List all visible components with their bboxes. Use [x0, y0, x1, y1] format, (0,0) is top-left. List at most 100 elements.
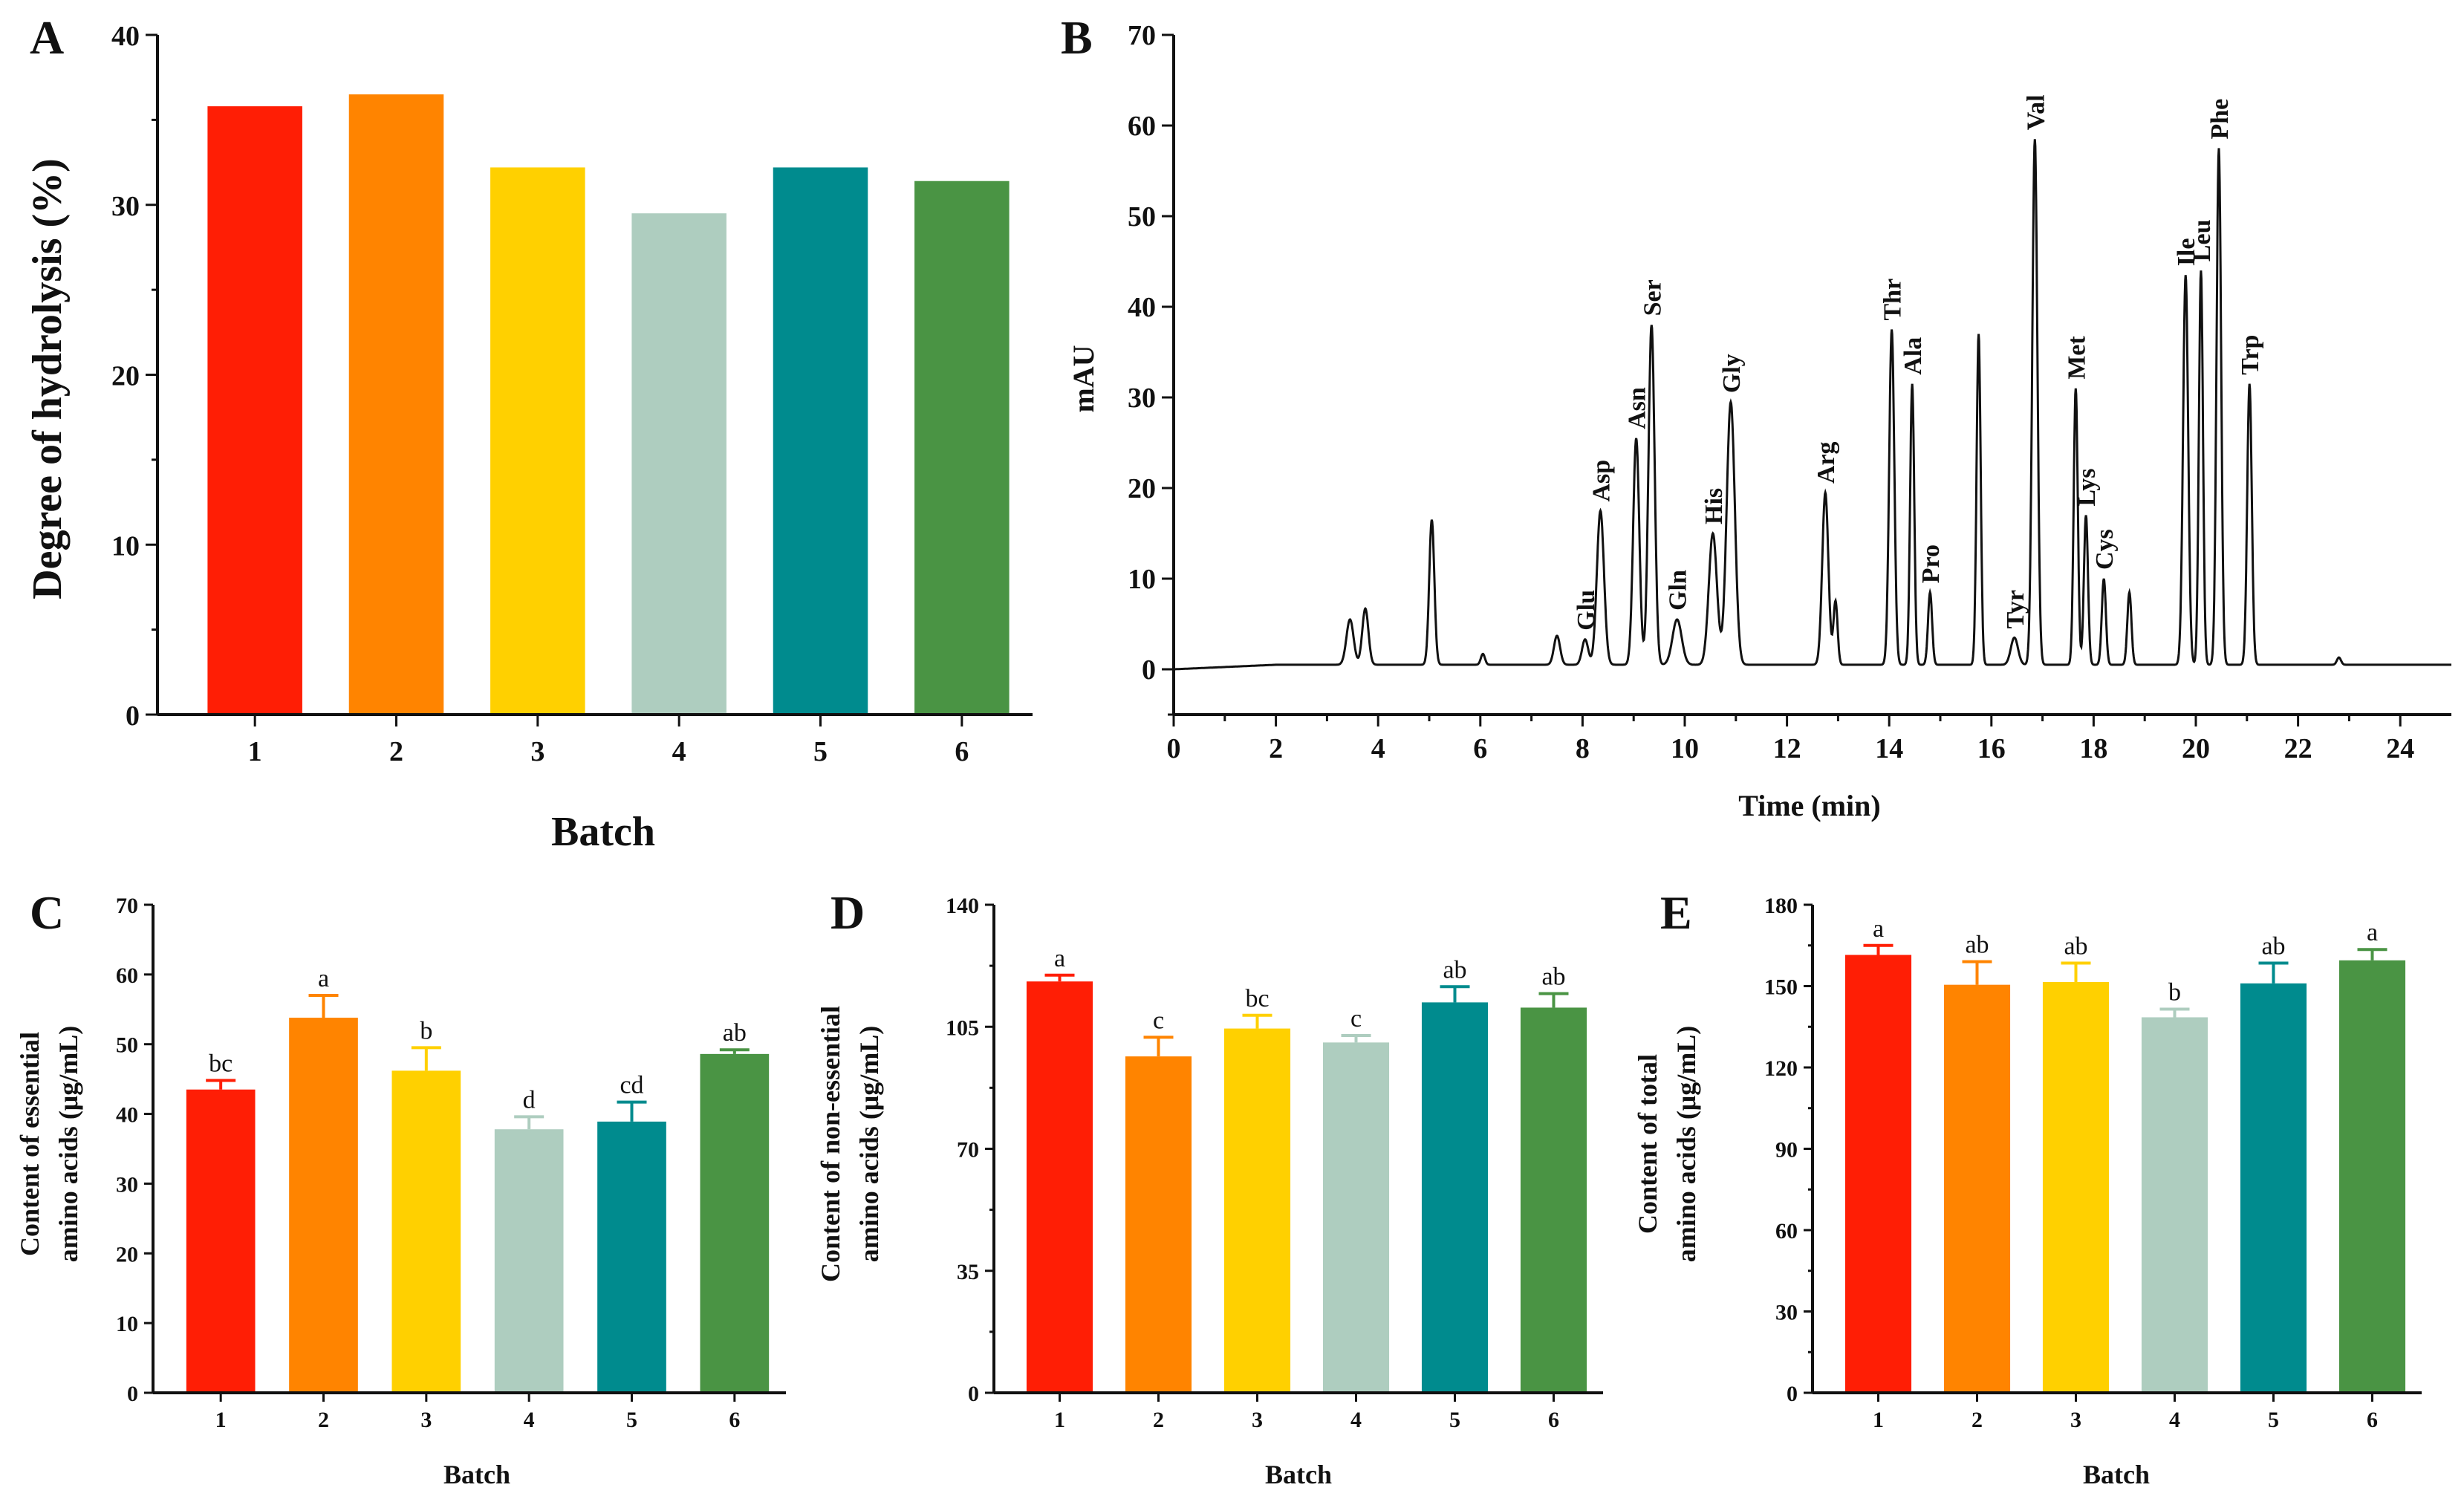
panel-a-bar-1	[207, 106, 302, 715]
panel-b-peak-label-asp: Asp	[1587, 460, 1615, 502]
panel-c-bar-6	[700, 1053, 770, 1393]
panel-d-chart: a 1 c 2 bc 3 c 4 ab 5 ab 6 0 35 70 105 140	[946, 894, 1603, 1432]
panel-b-peak-label-cys: Cys	[2091, 529, 2119, 570]
panel-b-peak-label-asn: Asn	[1624, 387, 1651, 429]
panel-d-y-tick-label-3: 105	[946, 1015, 979, 1040]
panel-e-significance-label-6: a	[2367, 919, 2378, 946]
panel-e-x-tick-label-6: 6	[2367, 1408, 2378, 1432]
panel-b-xlabel: Time (min)	[1738, 789, 1880, 822]
panel-c-x-tick-label-6: 6	[729, 1408, 740, 1432]
panel-b-y-tick-label-6: 60	[1128, 111, 1156, 142]
panel-b-x-tick-label-12: 24	[2386, 733, 2414, 764]
panel-b-peak-label-arg: Arg	[1813, 441, 1840, 484]
panel-c-x-tick-label-3: 3	[420, 1408, 432, 1432]
panel-e-y-tick-label-2: 60	[1775, 1219, 1798, 1243]
panel-b-peak-label-leu: Leu	[2188, 220, 2216, 262]
panel-e-bar-5	[2240, 983, 2307, 1393]
panel-b-peak-label-ala: Ala	[1899, 337, 1927, 375]
panel-d-bar-2	[1125, 1056, 1192, 1393]
panel-b-y-tick-label-3: 30	[1128, 383, 1156, 414]
panel-b-x-tick-label-9: 18	[2079, 733, 2107, 764]
panel-d-significance-label-5: ab	[1443, 956, 1466, 984]
panel-c-y-tick-label-2: 20	[116, 1242, 138, 1267]
panel-c-bar-5	[597, 1121, 666, 1393]
panel-b-x-tick-label-11: 22	[2284, 733, 2312, 764]
panel-a-y-tick-label-1: 10	[111, 530, 140, 562]
panel-d-significance-label-2: c	[1153, 1007, 1164, 1034]
panel-c-significance-label-3: b	[420, 1017, 432, 1044]
panel-c-bar-3	[391, 1070, 461, 1393]
panel-a-x-tick-label-2: 2	[389, 736, 403, 767]
panel-e-bar-2	[1943, 984, 2011, 1393]
panel-b-peak-label-tyr: Tyr	[2002, 590, 2029, 628]
panel-e-significance-label-5: ab	[2261, 932, 2285, 960]
panel-letter-e: E	[1660, 886, 1692, 939]
panel-a-bar-3	[490, 167, 585, 715]
panel-d-ylabel-line-1: Content of non-essential	[816, 1006, 845, 1282]
panel-e-significance-label-2: ab	[1965, 932, 1989, 959]
panel-d-significance-label-3: bc	[1245, 985, 1269, 1012]
panel-e-ylabel-line-2: amino acids (μg/mL)	[1671, 1026, 1701, 1262]
panel-a-bar-5	[773, 167, 868, 715]
panel-e-y-tick-label-1: 30	[1775, 1301, 1798, 1325]
panel-d-bar-3	[1223, 1028, 1291, 1393]
panel-d-ylabel-line-2: amino acids (μg/mL)	[854, 1026, 884, 1262]
panel-d-significance-label-6: ab	[1541, 963, 1565, 991]
panel-c-x-tick-label-2: 2	[318, 1408, 329, 1432]
panel-c-significance-label-6: ab	[723, 1019, 747, 1047]
panel-c-significance-label-2: a	[318, 965, 329, 992]
panel-e-y-tick-label-6: 180	[1764, 894, 1798, 918]
panel-a-x-tick-label-6: 6	[955, 736, 969, 767]
panel-b-ylabel: mAU	[1067, 345, 1100, 412]
panel-d-y-tick-label-0: 0	[968, 1382, 979, 1406]
panel-d-bar-5	[1421, 1002, 1489, 1393]
panel-b-peak-label-phe: Phe	[2206, 99, 2234, 140]
panel-b-peak-label-his: His	[1700, 488, 1728, 524]
panel-e-significance-label-3: ab	[2064, 932, 2087, 960]
panel-e-bar-4	[2141, 1017, 2208, 1393]
panel-d-x-tick-label-5: 5	[1449, 1408, 1460, 1432]
panel-c-bar-4	[494, 1129, 564, 1393]
panel-b-x-tick-label-5: 10	[1671, 733, 1699, 764]
panel-letter-a: A	[30, 11, 64, 64]
panel-b-x-tick-label-0: 0	[1167, 733, 1181, 764]
panel-d-x-tick-label-2: 2	[1153, 1408, 1164, 1432]
panel-d-x-tick-label-6: 6	[1548, 1408, 1559, 1432]
panel-c-y-tick-label-4: 40	[116, 1103, 138, 1128]
panel-b-chart: Glu Asp Asn Ser Gln His Gly Arg Thr Ala Pro Tyr Val M…	[1128, 20, 2451, 764]
panel-b-peak-label-trp: Trp	[2237, 335, 2264, 375]
panel-b-peak-label-thr: Thr	[1879, 279, 1907, 321]
panel-b-x-tick-label-7: 14	[1875, 733, 1903, 764]
panel-b-x-tick-label-2: 4	[1371, 733, 1385, 764]
panel-a-ylabel: Degree of hydrolysis (%)	[25, 158, 71, 599]
panel-d-xlabel: Batch	[1265, 1460, 1332, 1489]
panel-b-x-tick-label-10: 20	[2182, 733, 2210, 764]
panel-e-y-tick-label-4: 120	[1764, 1056, 1798, 1081]
panel-d-significance-label-4: c	[1350, 1005, 1362, 1033]
panel-b-peak-label-gln: Gln	[1665, 570, 1692, 611]
panel-a-x-tick-label-4: 4	[672, 736, 686, 767]
panel-d-x-tick-label-4: 4	[1350, 1408, 1362, 1432]
panel-b-y-tick-label-7: 70	[1128, 20, 1156, 51]
panel-c-y-tick-label-7: 70	[116, 894, 138, 918]
panel-c-ylabel-line-1: Content of essential	[15, 1032, 45, 1256]
panel-b-y-tick-label-5: 50	[1128, 201, 1156, 233]
panel-c-ylabel-line-2: amino acids (μg/mL)	[53, 1026, 83, 1262]
panel-e-xlabel: Batch	[2083, 1460, 2150, 1489]
panel-b-peak-label-val: Val	[2022, 94, 2049, 130]
panel-letter-d: D	[830, 886, 865, 939]
panel-c-y-tick-label-3: 30	[116, 1172, 138, 1197]
panel-e-y-tick-label-3: 90	[1775, 1138, 1798, 1163]
panel-a-y-tick-label-2: 20	[111, 361, 140, 392]
panel-c-significance-label-4: d	[523, 1086, 536, 1114]
panel-b-peak-label-ile: Ile	[2173, 238, 2200, 267]
panel-a-x-tick-label-5: 5	[813, 736, 828, 767]
panel-b-x-tick-label-6: 12	[1773, 733, 1801, 764]
panel-b-peak-label-ser: Ser	[1639, 279, 1666, 316]
panel-e-significance-label-1: a	[1873, 915, 1884, 943]
panel-a-xlabel: Batch	[551, 809, 655, 855]
panel-c-bar-1	[186, 1089, 256, 1393]
panel-b-x-tick-label-1: 2	[1269, 733, 1283, 764]
